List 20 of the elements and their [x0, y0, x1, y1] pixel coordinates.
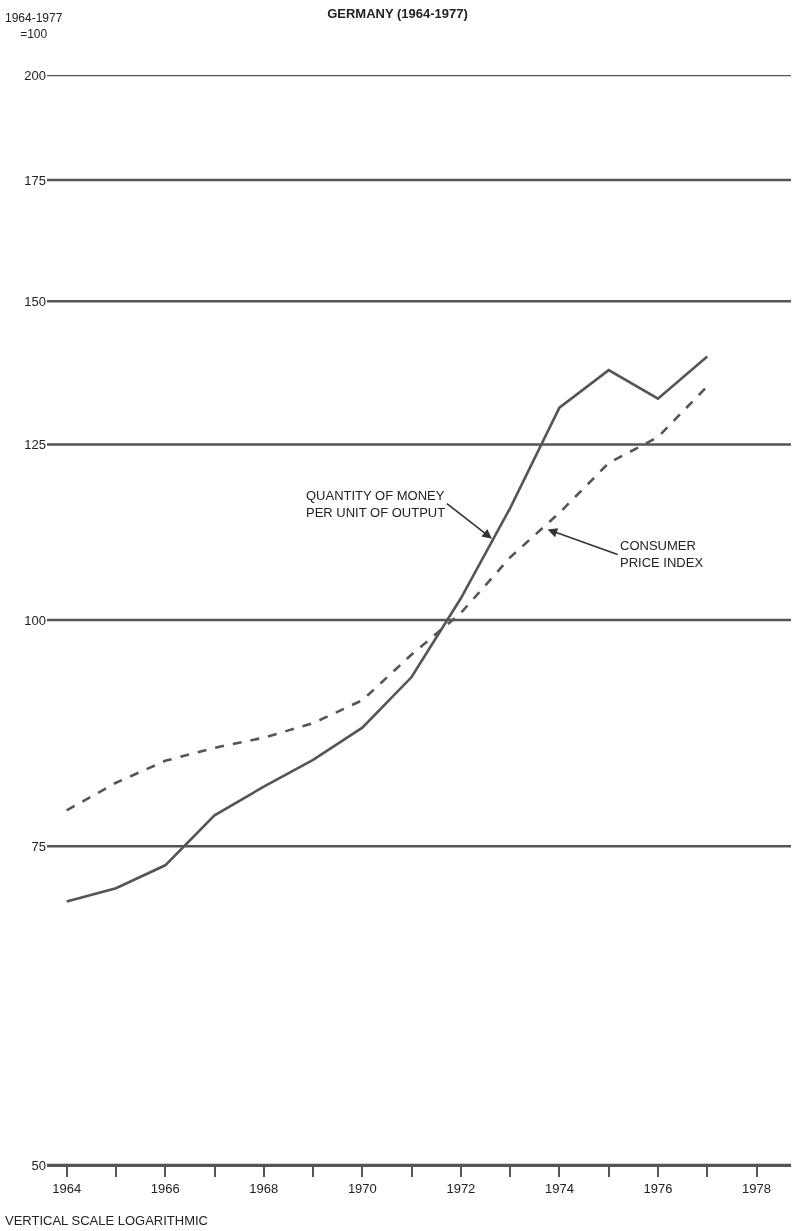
y-tick-label: 175: [24, 172, 46, 188]
x-tick-label: 1972: [446, 1180, 476, 1196]
y-tick-label: 75: [31, 838, 46, 854]
y-tick-label: 200: [24, 67, 46, 83]
x-tick-label: 1978: [742, 1180, 771, 1196]
x-tick-label: 1970: [347, 1180, 377, 1196]
text: VERTICAL SCALE LOGARITHMIC: [5, 1213, 208, 1228]
y-tick-label: 150: [24, 293, 46, 309]
y-axis-title: 1964-1977 =100: [5, 11, 63, 41]
chart-title: GERMANY (1964-1977): [327, 5, 468, 21]
x-tick-label: 1964: [52, 1180, 82, 1196]
annotation: CONSUMER PRICE INDEX: [620, 538, 704, 570]
x-tick-label: 1974: [544, 1180, 574, 1196]
y-tick-label: 125: [24, 437, 46, 453]
x-tick-label: 1976: [643, 1180, 673, 1196]
y-tick-label: 50: [31, 1157, 46, 1173]
x-tick-label: 1968: [249, 1180, 279, 1196]
y-tick-label: 100: [24, 612, 46, 628]
x-tick-label: 1966: [150, 1180, 180, 1196]
annotation: QUANTITY OF MONEY PER UNIT OF OUTPUT: [306, 488, 446, 520]
